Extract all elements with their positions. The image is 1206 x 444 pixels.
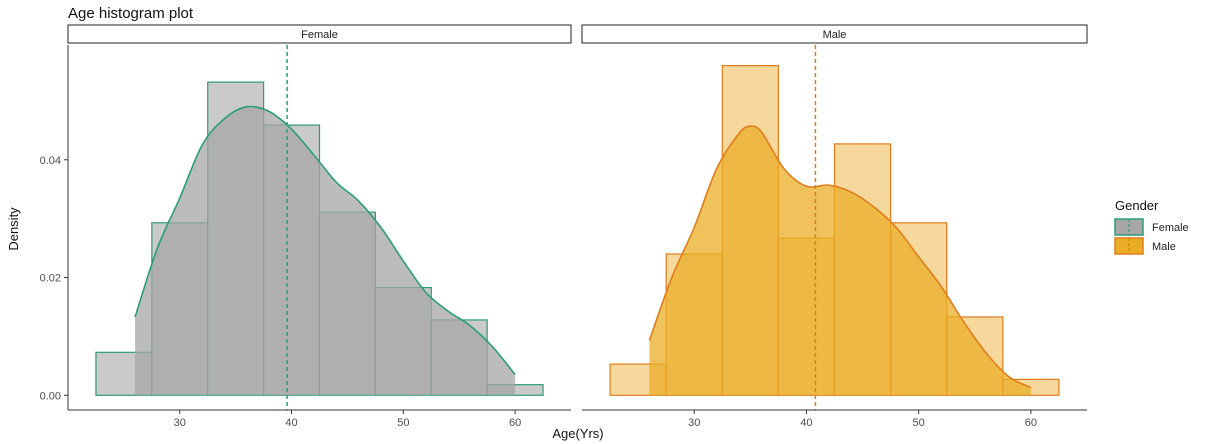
x-axis-title: Age(Yrs) [552,426,603,441]
y-tick-label: 0.02 [40,273,61,285]
y-tick-label: 0.00 [40,390,61,402]
x-tick-label: 40 [800,417,812,429]
density-area [135,106,516,396]
density-curve [134,105,516,376]
y-tick-label: 0.04 [40,155,61,167]
x-tick-label: 40 [285,417,297,429]
density-curve [648,125,1032,389]
facet-panel-male: Male 30 40 50 60 [581,24,1088,429]
x-tick-label: 50 [913,417,925,429]
legend-label: Female [1152,222,1189,234]
chart-title: Age histogram plot [68,5,194,22]
facet-strip [581,24,1088,44]
y-axis-title: Density [6,207,21,251]
x-tick-label: 50 [397,417,409,429]
facet-strip-label: Male [823,29,847,41]
x-tick-label: 60 [1025,417,1037,429]
facet-strip-label: Female [301,29,338,41]
facet-panel-female: Female 30 40 50 60 [67,24,572,429]
density-area [649,126,1031,396]
legend-title: Gender [1115,198,1159,213]
x-tick-label: 60 [509,417,521,429]
x-tick-label: 30 [174,417,186,429]
facet-strip [67,24,572,44]
legend: Female Male [1114,218,1189,255]
legend-label: Male [1152,241,1176,253]
x-tick-label: 30 [688,417,700,429]
